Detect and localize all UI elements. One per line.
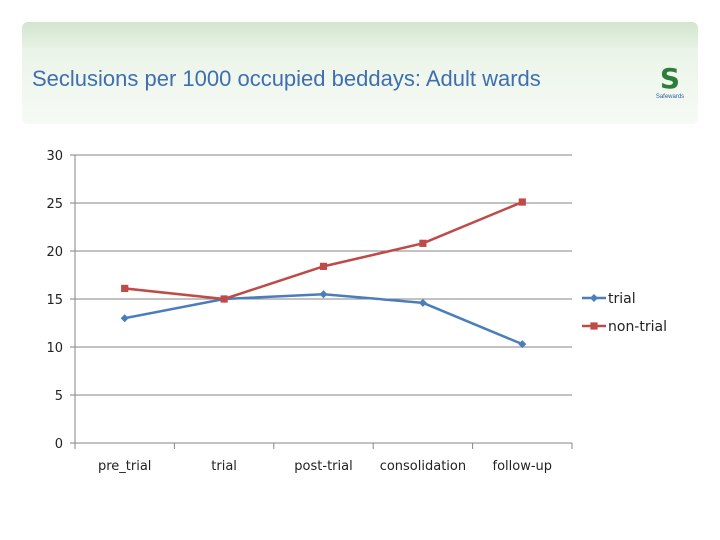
data-point-non-trial bbox=[518, 198, 526, 206]
y-tick-label: 30 bbox=[46, 149, 63, 164]
x-tick-label: follow-up bbox=[493, 459, 553, 474]
y-tick-label: 10 bbox=[46, 341, 63, 356]
x-tick-label: post-trial bbox=[294, 459, 352, 474]
y-tick-label: 25 bbox=[46, 197, 63, 212]
data-point-trial bbox=[319, 290, 328, 299]
data-point-trial bbox=[518, 340, 527, 349]
x-tick-label: consolidation bbox=[380, 459, 466, 474]
x-tick-label: trial bbox=[211, 459, 237, 474]
y-tick-label: 15 bbox=[46, 293, 63, 308]
y-tick-label: 0 bbox=[55, 437, 63, 452]
legend-marker-trial bbox=[590, 294, 598, 302]
data-point-non-trial bbox=[419, 239, 427, 247]
safewards-s-icon: S bbox=[659, 62, 681, 95]
safewards-logo: S Safewards bbox=[650, 64, 690, 120]
legend-marker-non-trial bbox=[590, 322, 598, 330]
y-tick-label: 20 bbox=[46, 245, 63, 260]
legend-label-trial: trial bbox=[608, 291, 636, 307]
banner-stripe bbox=[22, 22, 698, 48]
title-banner: Seclusions per 1000 occupied beddays: Ad… bbox=[22, 22, 698, 124]
data-point-trial bbox=[418, 298, 427, 307]
legend-label-non-trial: non-trial bbox=[608, 319, 667, 335]
series-line-trial bbox=[124, 292, 523, 346]
data-point-non-trial bbox=[220, 295, 228, 303]
slide-title: Seclusions per 1000 occupied beddays: Ad… bbox=[32, 66, 541, 91]
y-tick-label: 5 bbox=[55, 389, 63, 404]
logo-name: Safewards bbox=[655, 94, 685, 100]
x-tick-label: pre_trial bbox=[98, 459, 151, 474]
data-point-trial bbox=[120, 314, 129, 323]
data-point-non-trial bbox=[319, 262, 328, 270]
data-point-non-trial bbox=[121, 284, 129, 293]
